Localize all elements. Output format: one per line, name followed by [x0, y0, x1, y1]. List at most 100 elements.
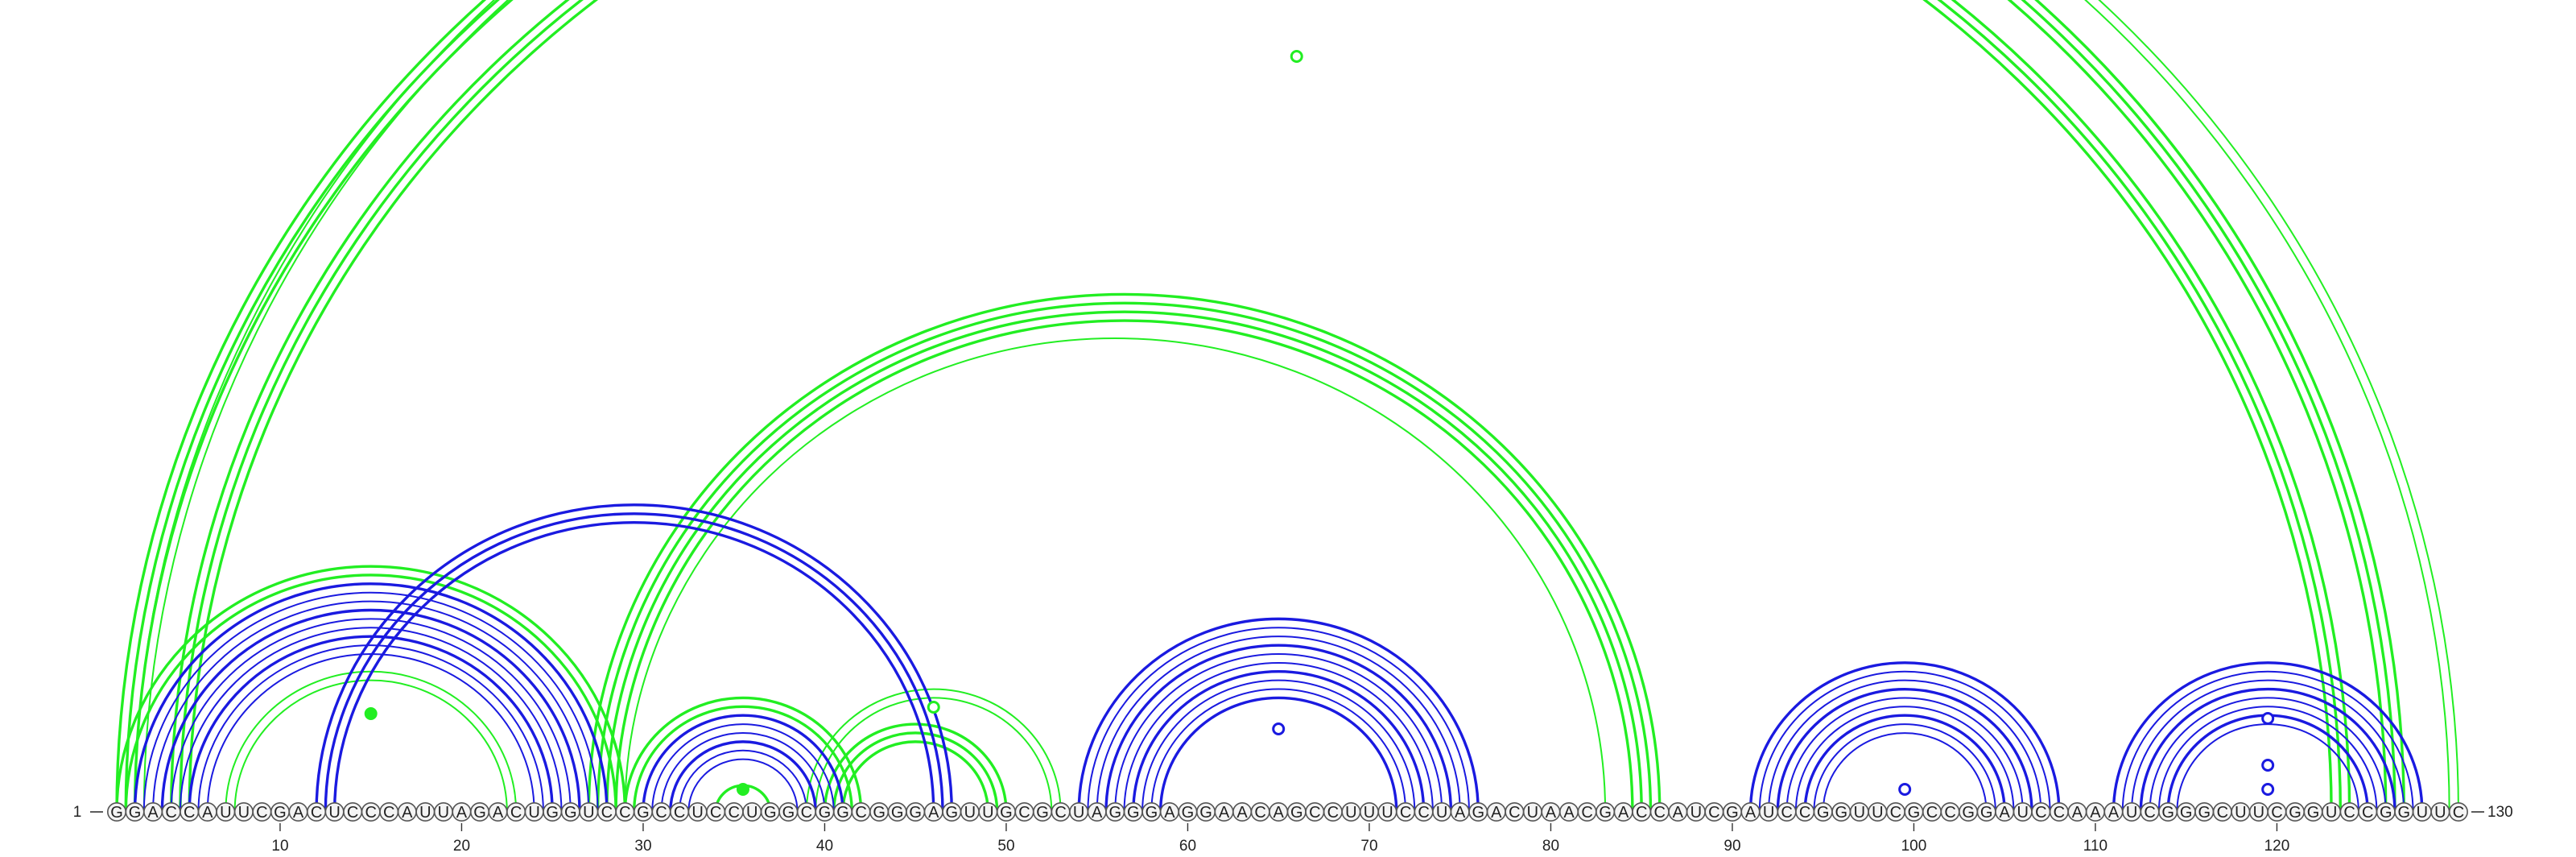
nucleotide-letter: C: [2217, 804, 2228, 822]
green-arc: [614, 319, 1634, 813]
blue-arc: [660, 731, 826, 813]
nucleotide-letter: G: [782, 804, 795, 822]
nucleotide: U: [579, 801, 599, 822]
nucleotide: U: [742, 801, 762, 822]
nucleotide-letter: A: [293, 804, 304, 822]
green-arc: [188, 0, 2333, 813]
nucleotide-letter: G: [891, 804, 904, 822]
blue-arc: [332, 520, 935, 813]
nucleotide-letter: C: [383, 804, 394, 822]
nucleotide-letter: A: [1164, 804, 1175, 822]
nucleotide: C: [724, 801, 744, 822]
nucleotide: C: [343, 801, 363, 822]
nucleotide: G: [270, 801, 290, 822]
nucleotide-letter: G: [1908, 804, 1921, 822]
nucleotide: C: [1777, 801, 1797, 822]
nucleotide-letter: A: [1491, 804, 1502, 822]
nucleotide-letter: G: [1146, 804, 1158, 822]
blue-arc: [1794, 706, 2015, 813]
nucleotide-letter: C: [728, 804, 739, 822]
nucleotide: U: [1432, 801, 1452, 822]
nucleotide-letter: U: [1364, 804, 1375, 822]
nucleotide: C: [2212, 801, 2232, 822]
nucleotide: C: [1922, 801, 1942, 822]
nucleotide: C: [379, 801, 399, 822]
nucleotide: G: [2303, 801, 2323, 822]
nucleotide: G: [1722, 801, 1742, 822]
nucleotide: G: [815, 801, 835, 822]
nucleotide: G: [1178, 801, 1198, 822]
axis-tick-label: 10: [271, 838, 288, 855]
nucleotide-letter: G: [473, 804, 486, 822]
nucleotide: U: [1341, 801, 1361, 822]
nucleotide: A: [1159, 801, 1179, 822]
nucleotide: U: [1686, 801, 1706, 822]
nucleotide: U: [433, 801, 453, 822]
nucleotide-letter: G: [110, 804, 123, 822]
blue-arc: [2149, 697, 2387, 813]
green-arc: [841, 740, 990, 813]
blue-arc: [2157, 706, 2378, 813]
blue-arc: [679, 749, 807, 813]
nucleotide-letter: C: [2035, 804, 2046, 822]
nucleotide-letter: A: [2000, 804, 2011, 822]
nucleotide: U: [2231, 801, 2251, 822]
nucleotide: U: [2322, 801, 2342, 822]
nucleotide: A: [1613, 801, 1633, 822]
nucleotide-letter: G: [764, 804, 777, 822]
nucleotide-letter: C: [165, 804, 176, 822]
nucleotide: G: [560, 801, 580, 822]
green-arc: [596, 301, 1653, 813]
green-arc: [179, 0, 2343, 813]
nucleotide-letter: U: [1436, 804, 1447, 822]
nucleotide-letter: C: [601, 804, 613, 822]
nucleotide: C: [1323, 801, 1343, 822]
nucleotide-letter: G: [546, 804, 559, 822]
nucleotide-letter: C: [855, 804, 866, 822]
nucleotide-letter: A: [2108, 804, 2120, 822]
blue-arc: [2121, 670, 2414, 813]
nucleotide-letter: C: [2343, 804, 2355, 822]
sequence-backbone: 1 130: [73, 804, 2513, 821]
nucleotide: C: [2049, 801, 2069, 822]
green-arc-marker: [1290, 50, 1303, 63]
nucleotide-letter: C: [256, 804, 267, 822]
green-arc: [624, 337, 1607, 813]
nucleotide: G: [125, 801, 145, 822]
nucleotide-letter: C: [365, 804, 376, 822]
nucleotide-letter: G: [946, 804, 959, 822]
nucleotide-letter: G: [2398, 804, 2411, 822]
nucleotide: U: [2430, 801, 2450, 822]
nucleotide: A: [1740, 801, 1761, 822]
nucleotide: C: [651, 801, 671, 822]
green-arc: [605, 310, 1643, 813]
nucleotide-letter: U: [2326, 804, 2337, 822]
nucleotide-letter: G: [1962, 804, 1975, 822]
nucleotide: A: [288, 801, 308, 822]
nucleotide-letter: C: [2144, 804, 2155, 822]
nucleotide: G: [2285, 801, 2306, 822]
nucleotide-letter: A: [1219, 804, 1230, 822]
nucleotide: G: [942, 801, 962, 822]
nucleotide-letter: U: [2235, 804, 2246, 822]
nucleotide: G: [906, 801, 926, 822]
blue-arc: [1150, 688, 1407, 813]
nucleotide: C: [851, 801, 871, 822]
nucleotide-letter: U: [1763, 804, 1774, 822]
green-arc: [134, 0, 2459, 813]
blue-arc: [170, 618, 572, 813]
nucleotide: A: [1087, 801, 1107, 822]
blue-arc: [642, 714, 844, 813]
blue-arc: [687, 758, 799, 813]
nucleotide-letter: C: [710, 804, 721, 822]
nucleotide: U: [1359, 801, 1379, 822]
blue-arc: [1813, 723, 1996, 813]
nucleotide: G: [1959, 801, 1979, 822]
nucleotide: A: [1232, 801, 1253, 822]
nucleotide-letter: C: [1708, 804, 1719, 822]
nucleotide-letter: U: [220, 804, 231, 822]
nucleotide-letter: U: [419, 804, 431, 822]
nucleotide-letter: U: [2126, 804, 2137, 822]
nucleotide: C: [1305, 801, 1325, 822]
nucleotide-letter: C: [1055, 804, 1066, 822]
